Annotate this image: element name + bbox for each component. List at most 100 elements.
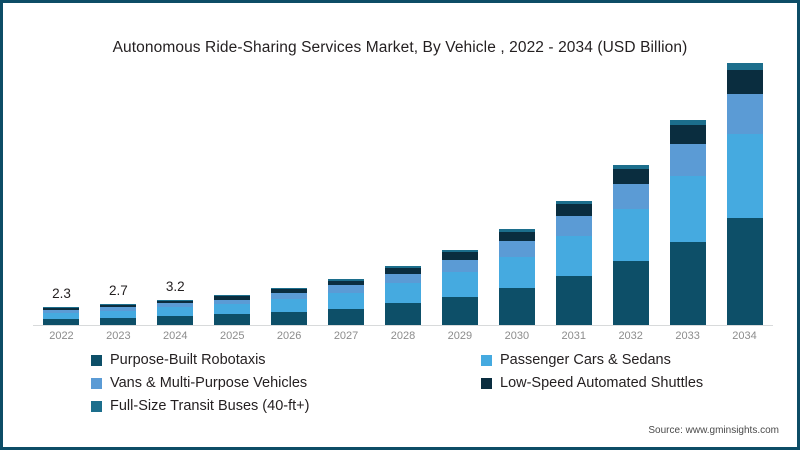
bar-2032[interactable]	[612, 164, 649, 325]
x-tick-2024: 2024	[163, 330, 188, 342]
legend-swatch-icon	[481, 377, 492, 389]
bar-2030[interactable]	[498, 229, 535, 325]
bar-segment	[43, 318, 80, 325]
legend-label: Low-Speed Automated Shuttles	[500, 375, 704, 391]
bar-segment	[498, 256, 535, 289]
bar-segment	[328, 308, 365, 325]
bar-2026[interactable]	[271, 288, 308, 325]
bar-2022[interactable]: 2.3	[43, 286, 80, 325]
bar-segment	[385, 266, 421, 269]
x-tick-2031: 2031	[561, 330, 586, 342]
bar-segment	[612, 164, 649, 169]
legend-label: Passenger Cars & Sedans	[500, 352, 671, 368]
bar-segment	[498, 229, 535, 233]
bar-segment	[385, 283, 421, 304]
legend-swatch-icon	[481, 354, 492, 366]
legend-item-2[interactable]: Vans & Multi-Purpose Vehicles	[91, 375, 307, 391]
x-axis-tick-labels: 2022 2023 2024 2025 2026 2027 2028 2029 2030 2031…	[33, 330, 773, 346]
bar-value-label: 2.7	[108, 282, 128, 298]
bar-segment	[271, 299, 308, 312]
legend-item-1[interactable]: Passenger Cars & Sedans	[481, 352, 671, 368]
page-title: Autonomous Ride-Sharing Services Market,…	[112, 39, 688, 56]
legend-label: Full-Size Transit Buses (40-ft+)	[110, 398, 310, 414]
bar-value-label: 3.2	[165, 278, 185, 294]
bar-segment	[157, 307, 194, 316]
bar-segment	[612, 208, 649, 261]
bar-segment	[385, 274, 421, 284]
x-tick-2025: 2025	[219, 330, 245, 342]
x-tick-2022: 2022	[49, 330, 74, 342]
bar-segment	[726, 93, 763, 135]
bar-segment	[498, 232, 535, 242]
bar-2023[interactable]: 2.7	[100, 283, 137, 325]
bar-segment	[726, 63, 763, 71]
bar-segment	[328, 280, 365, 286]
legend-swatch-icon	[91, 400, 102, 412]
x-tick-2023: 2023	[106, 330, 131, 342]
bar-segment	[441, 252, 478, 260]
bar-segment	[100, 304, 137, 308]
legend-swatch-icon	[91, 377, 102, 389]
bar-segment	[100, 310, 137, 318]
legend-item-4[interactable]: Full-Size Transit Buses (40-ft+)	[91, 398, 309, 414]
bar-segment	[498, 241, 535, 257]
bar-segment	[612, 183, 649, 209]
bar-2027[interactable]	[328, 279, 365, 325]
bar-segment	[328, 292, 365, 309]
bar-segment	[43, 310, 80, 313]
bar-segment	[498, 288, 535, 325]
bar-segment	[214, 295, 251, 297]
bar-segment	[555, 200, 592, 205]
bar-segment	[441, 259, 478, 272]
bar-segment	[555, 235, 592, 277]
bar-2029[interactable]	[441, 250, 478, 325]
bar-segment	[555, 215, 592, 236]
bar-2034[interactable]	[726, 63, 763, 325]
x-tick-2030: 2030	[504, 330, 530, 342]
bar-segment	[271, 311, 308, 325]
bar-segment	[43, 312, 80, 319]
x-tick-2032: 2032	[618, 330, 643, 342]
x-tick-2033: 2033	[675, 330, 700, 342]
bar-2031[interactable]	[555, 200, 592, 325]
bar-segment	[669, 119, 706, 126]
x-tick-2027: 2027	[333, 330, 359, 342]
legend-item-3[interactable]: Low-Speed Automated Shuttles	[481, 375, 703, 391]
bar-value-label: 2.3	[52, 285, 71, 301]
bar-segment	[43, 307, 80, 311]
bar-segment	[271, 293, 308, 300]
bar-segment	[157, 299, 194, 301]
bar-2028[interactable]	[385, 266, 421, 325]
bar-segment	[328, 279, 365, 281]
bar-segment	[214, 314, 251, 325]
bar-segment	[271, 288, 308, 290]
legend-swatch-icon	[91, 354, 102, 366]
bar-segment	[669, 176, 706, 242]
bar-2024[interactable]: 3.2	[157, 279, 194, 325]
bar-segment	[100, 317, 137, 325]
legend-item-0[interactable]: Purpose-Built Robotaxis	[91, 352, 266, 368]
bar-segment	[669, 241, 706, 325]
bar-segment	[271, 289, 308, 294]
bar-segment	[441, 271, 478, 297]
bar-segment	[612, 168, 649, 184]
chart-legend: Purpose-Built Robotaxis Passenger Cars & …	[91, 352, 751, 414]
bar-segment	[214, 299, 251, 305]
bar-segment	[669, 125, 706, 144]
bar-segment	[157, 303, 194, 308]
bar-segment	[555, 276, 592, 325]
bar-segment	[726, 217, 763, 325]
bar-segment	[385, 268, 421, 275]
bar-segment	[441, 250, 478, 253]
bar-2033[interactable]	[669, 119, 706, 325]
plot-area: 2.3 2.7 3.2	[33, 63, 773, 326]
x-tick-2028: 2028	[390, 330, 416, 342]
bar-segment	[214, 304, 251, 315]
x-tick-2026: 2026	[276, 330, 302, 342]
bar-segment	[100, 303, 137, 305]
bar-segment	[441, 296, 478, 325]
bar-2025[interactable]	[214, 295, 251, 325]
source-attribution: Source: www.gminsights.com	[648, 425, 779, 436]
bar-segment	[328, 285, 365, 293]
bar-segment	[214, 296, 251, 300]
